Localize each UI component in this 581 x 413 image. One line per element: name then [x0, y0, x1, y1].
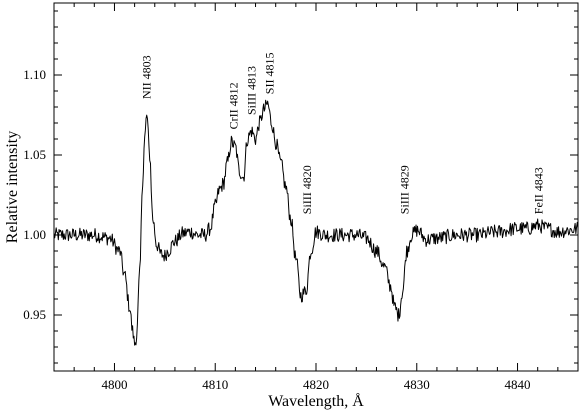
line-annotations: NII 4803 CrII 4812 SiIII 4813 SII 4815 SiIII… [140, 53, 546, 215]
x-tick-label: 4830 [404, 377, 430, 392]
line-annotation: SiIII 4829 [398, 165, 412, 214]
y-tick-label: 0.95 [23, 307, 46, 322]
x-tick-label: 4840 [505, 377, 531, 392]
x-axis-label: Wavelength, Å [268, 392, 364, 410]
line-annotation: NII 4803 [140, 55, 154, 99]
y-tick-label: 1.00 [23, 227, 46, 242]
line-annotation: CrII 4812 [226, 82, 240, 129]
plot-frame [53, 2, 579, 372]
y-axis-label: Relative intensity [4, 131, 21, 243]
series-line [53, 99, 579, 346]
axis-tick-labels: 4800 4810 4820 4830 4840 0.95 1.00 1.05 1.10 [23, 67, 530, 392]
x-tick-label: 4800 [101, 377, 127, 392]
line-annotation: SiIII 4820 [300, 165, 314, 214]
y-tick-label: 1.10 [23, 67, 46, 82]
x-tick-label: 4820 [303, 377, 329, 392]
x-tick-label: 4810 [202, 377, 228, 392]
line-annotation: FeII 4843 [532, 167, 546, 214]
line-annotation: SiIII 4813 [245, 66, 259, 115]
line-annotation: SII 4815 [263, 53, 277, 95]
y-tick-label: 1.05 [23, 147, 46, 162]
axis-ticks [53, 3, 579, 371]
